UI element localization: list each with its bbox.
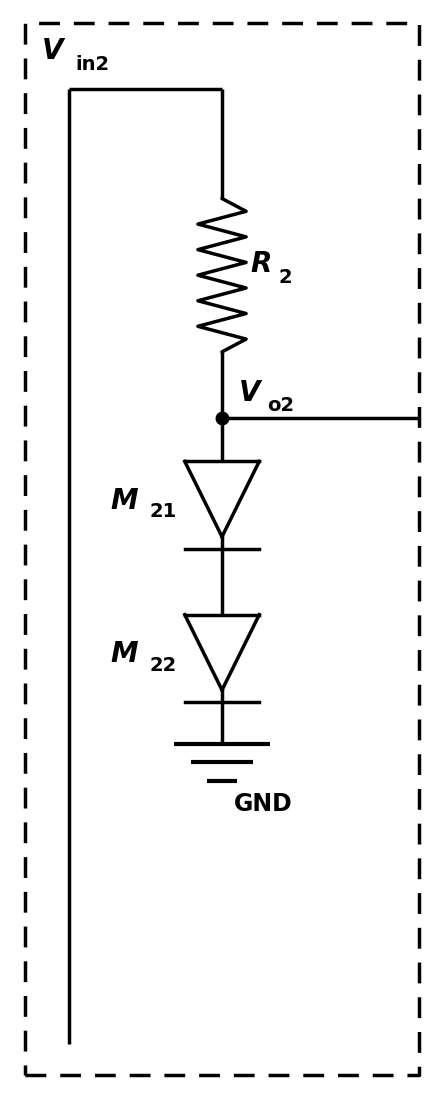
Text: 2: 2 [279,268,293,287]
Text: M: M [110,486,138,515]
Text: 22: 22 [150,656,177,674]
Text: V: V [238,379,260,406]
Text: 21: 21 [150,502,177,522]
Text: V: V [42,37,64,65]
Text: R: R [250,250,272,278]
Text: o2: o2 [267,396,294,415]
Text: M: M [110,640,138,669]
Text: GND: GND [234,792,293,816]
Text: in2: in2 [75,55,109,74]
